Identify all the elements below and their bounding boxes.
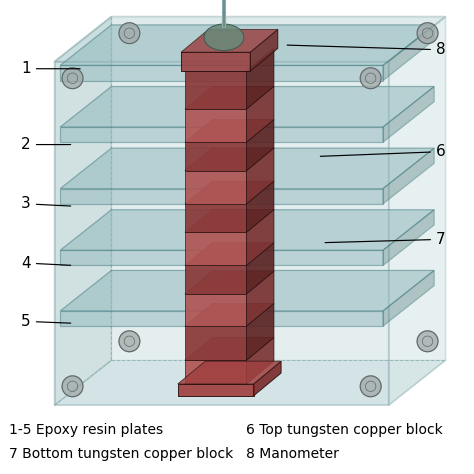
Text: 5: 5 bbox=[21, 314, 71, 329]
Ellipse shape bbox=[204, 24, 244, 51]
Polygon shape bbox=[246, 119, 274, 171]
Polygon shape bbox=[185, 294, 246, 326]
Polygon shape bbox=[178, 384, 254, 396]
Circle shape bbox=[62, 68, 83, 89]
Polygon shape bbox=[181, 29, 278, 52]
Polygon shape bbox=[246, 148, 274, 204]
Polygon shape bbox=[254, 361, 281, 396]
Text: 3: 3 bbox=[21, 196, 71, 211]
Polygon shape bbox=[383, 148, 434, 204]
Polygon shape bbox=[60, 87, 434, 127]
Polygon shape bbox=[185, 86, 274, 109]
Text: 4: 4 bbox=[21, 255, 71, 271]
Polygon shape bbox=[178, 361, 281, 384]
Circle shape bbox=[417, 331, 438, 352]
Polygon shape bbox=[185, 337, 274, 360]
Polygon shape bbox=[246, 243, 274, 294]
Polygon shape bbox=[185, 326, 246, 360]
Text: 6: 6 bbox=[320, 144, 446, 159]
Polygon shape bbox=[383, 210, 434, 265]
Polygon shape bbox=[246, 210, 274, 265]
Text: 1: 1 bbox=[21, 61, 80, 76]
Polygon shape bbox=[246, 303, 274, 360]
Polygon shape bbox=[185, 204, 246, 232]
Polygon shape bbox=[185, 243, 274, 265]
Polygon shape bbox=[60, 311, 383, 326]
Polygon shape bbox=[383, 25, 434, 81]
Polygon shape bbox=[185, 271, 274, 294]
Polygon shape bbox=[60, 210, 434, 250]
Polygon shape bbox=[246, 181, 274, 232]
Polygon shape bbox=[246, 48, 274, 109]
Polygon shape bbox=[185, 119, 274, 142]
Polygon shape bbox=[185, 142, 246, 171]
Polygon shape bbox=[185, 232, 246, 265]
Polygon shape bbox=[60, 270, 434, 311]
Polygon shape bbox=[55, 17, 111, 405]
Circle shape bbox=[417, 23, 438, 44]
Text: 7 Bottom tungsten copper block: 7 Bottom tungsten copper block bbox=[9, 447, 234, 461]
Polygon shape bbox=[185, 71, 246, 109]
Polygon shape bbox=[60, 250, 383, 265]
Polygon shape bbox=[60, 127, 383, 142]
Text: 2: 2 bbox=[21, 137, 71, 152]
Circle shape bbox=[119, 23, 140, 44]
Circle shape bbox=[119, 331, 140, 352]
Polygon shape bbox=[185, 109, 246, 142]
Circle shape bbox=[360, 376, 381, 397]
Polygon shape bbox=[185, 360, 246, 384]
Polygon shape bbox=[55, 62, 389, 405]
Polygon shape bbox=[383, 270, 434, 326]
Polygon shape bbox=[60, 189, 383, 204]
Polygon shape bbox=[60, 25, 434, 65]
Text: 6 Top tungsten copper block: 6 Top tungsten copper block bbox=[246, 423, 443, 438]
Polygon shape bbox=[60, 148, 434, 189]
Circle shape bbox=[62, 376, 83, 397]
Polygon shape bbox=[185, 148, 274, 171]
Polygon shape bbox=[246, 337, 274, 384]
Polygon shape bbox=[181, 52, 250, 71]
Polygon shape bbox=[185, 303, 274, 326]
Polygon shape bbox=[250, 29, 278, 71]
Text: 1-5 Epoxy resin plates: 1-5 Epoxy resin plates bbox=[9, 423, 164, 438]
Polygon shape bbox=[185, 210, 274, 232]
Polygon shape bbox=[389, 17, 446, 405]
Polygon shape bbox=[60, 65, 383, 81]
Polygon shape bbox=[55, 17, 446, 62]
Polygon shape bbox=[55, 360, 446, 405]
Polygon shape bbox=[246, 271, 274, 326]
Polygon shape bbox=[185, 181, 274, 204]
Text: 7: 7 bbox=[325, 232, 446, 247]
Polygon shape bbox=[246, 86, 274, 142]
Polygon shape bbox=[185, 171, 246, 204]
Text: 8 Manometer: 8 Manometer bbox=[246, 447, 339, 461]
Polygon shape bbox=[185, 265, 246, 294]
Text: 8: 8 bbox=[287, 42, 446, 57]
Polygon shape bbox=[383, 87, 434, 142]
Circle shape bbox=[360, 68, 381, 89]
